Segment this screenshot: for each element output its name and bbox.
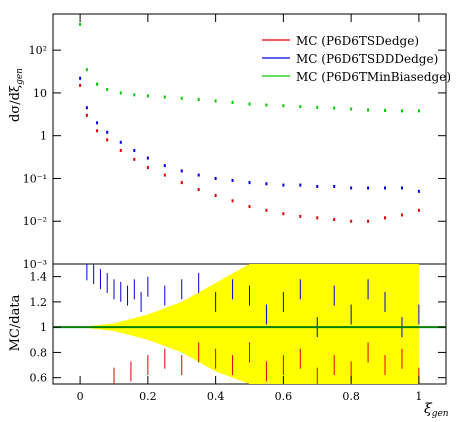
point-minbias-0	[79, 22, 82, 26]
point-minbias-22	[417, 109, 420, 113]
xtick-label-1: 0.2	[139, 390, 157, 403]
point-minbias-1	[85, 68, 88, 72]
point-tsddd-0	[79, 76, 82, 80]
xtick-label-5: 1	[415, 390, 422, 403]
ratio-ytick-label-2: 1	[40, 321, 47, 334]
x-axis-title: ξgen	[424, 401, 449, 419]
point-tsd-0	[79, 83, 82, 87]
point-tsddd-8	[180, 169, 183, 173]
point-tsddd-18	[350, 186, 353, 190]
point-tsd-10	[214, 193, 217, 197]
point-tsd-18	[350, 219, 353, 223]
point-tsd-12	[248, 205, 251, 209]
point-minbias-3	[106, 88, 109, 92]
point-minbias-5	[133, 93, 136, 97]
xtick-label-4: 0.8	[342, 390, 360, 403]
point-minbias-4	[119, 91, 122, 95]
point-tsd-1	[85, 113, 88, 117]
point-tsd-20	[384, 216, 387, 220]
point-tsd-4	[119, 149, 122, 153]
point-tsddd-1	[85, 106, 88, 110]
point-minbias-8	[180, 96, 183, 100]
point-tsd-22	[417, 208, 420, 212]
ratio-ytick-label-4: 1.4	[30, 271, 48, 284]
legend-label-tsd: MC (P6D6TSDedge)	[296, 34, 419, 48]
point-tsddd-5	[133, 149, 136, 153]
point-tsddd-22	[417, 189, 420, 193]
point-tsd-17	[333, 217, 336, 221]
legend-label-minbias: MC (P6D6TMinBiasedge)	[296, 70, 451, 84]
point-tsd-9	[197, 188, 200, 192]
ratio-y-axis-title: MC/data	[8, 294, 23, 351]
point-tsd-11	[231, 199, 234, 203]
point-tsd-19	[367, 219, 370, 223]
point-minbias-14	[282, 104, 285, 108]
main-series-layer	[79, 22, 420, 223]
point-minbias-18	[350, 107, 353, 111]
point-tsddd-14	[282, 183, 285, 187]
point-tsddd-11	[231, 178, 234, 182]
point-minbias-19	[367, 108, 370, 112]
point-tsd-3	[106, 138, 109, 142]
point-minbias-16	[316, 105, 319, 109]
point-minbias-6	[146, 94, 149, 98]
point-tsddd-16	[316, 184, 319, 188]
main-ytick-label-1: 10⁻²	[23, 215, 47, 228]
xtick-label-2: 0.4	[207, 390, 225, 403]
point-tsddd-9	[197, 173, 200, 177]
point-tsddd-7	[163, 164, 166, 168]
point-minbias-15	[299, 105, 302, 109]
point-tsddd-13	[265, 182, 268, 186]
point-minbias-11	[231, 100, 234, 104]
point-tsddd-20	[384, 186, 387, 190]
ratio-ytick-label-3: 1.2	[30, 296, 48, 309]
point-tsd-21	[400, 213, 403, 217]
point-minbias-20	[384, 108, 387, 112]
main-ytick-label-2: 10⁻¹	[23, 172, 47, 185]
point-tsddd-12	[248, 181, 251, 185]
point-minbias-2	[96, 82, 99, 86]
point-tsd-5	[133, 157, 136, 161]
point-minbias-17	[333, 106, 336, 110]
point-tsddd-3	[106, 130, 109, 134]
main-ytick-label-5: 10²	[29, 44, 47, 57]
main-ytick-label-3: 1	[40, 130, 47, 143]
point-tsd-15	[299, 214, 302, 218]
point-minbias-10	[214, 99, 217, 103]
xtick-label-0: 0	[77, 390, 84, 403]
legend-label-tsddd: MC (P6D6TSDDDedge)	[296, 52, 438, 66]
point-tsd-6	[146, 166, 149, 170]
main-ytick-label-4: 10	[33, 87, 47, 100]
main-ytick-label-0: 10⁻³	[23, 258, 47, 271]
point-tsddd-6	[146, 156, 149, 160]
point-tsddd-19	[367, 186, 370, 190]
legend: MC (P6D6TSDedge) MC (P6D6TSDDDedge) MC (…	[262, 34, 451, 84]
main-y-axis-title: dσ/dξgen	[8, 68, 25, 122]
point-tsddd-21	[400, 186, 403, 190]
point-tsd-13	[265, 208, 268, 212]
point-minbias-13	[265, 103, 268, 107]
axes-layer: 10⁻³ 10⁻² 10⁻¹ 1 10 10² 0.6 0.8 1 1.2 1.4 0 0.2 0.4 0.…	[23, 14, 446, 403]
point-tsd-7	[163, 173, 166, 177]
point-tsd-14	[282, 212, 285, 216]
point-tsd-2	[96, 129, 99, 133]
point-tsd-8	[180, 181, 183, 185]
point-tsddd-2	[96, 121, 99, 125]
ratio-series-layer	[86, 264, 420, 384]
point-tsddd-15	[299, 183, 302, 187]
point-tsd-16	[316, 216, 319, 220]
point-minbias-12	[248, 102, 251, 106]
point-tsddd-4	[119, 140, 122, 144]
point-minbias-9	[197, 98, 200, 102]
point-minbias-21	[400, 109, 403, 113]
point-tsddd-17	[333, 184, 336, 188]
xtick-label-3: 0.6	[275, 390, 293, 403]
ratio-ytick-label-0: 0.6	[30, 372, 48, 385]
point-tsddd-10	[214, 176, 217, 180]
point-minbias-7	[163, 95, 166, 99]
ratio-ytick-label-1: 0.8	[30, 346, 48, 359]
